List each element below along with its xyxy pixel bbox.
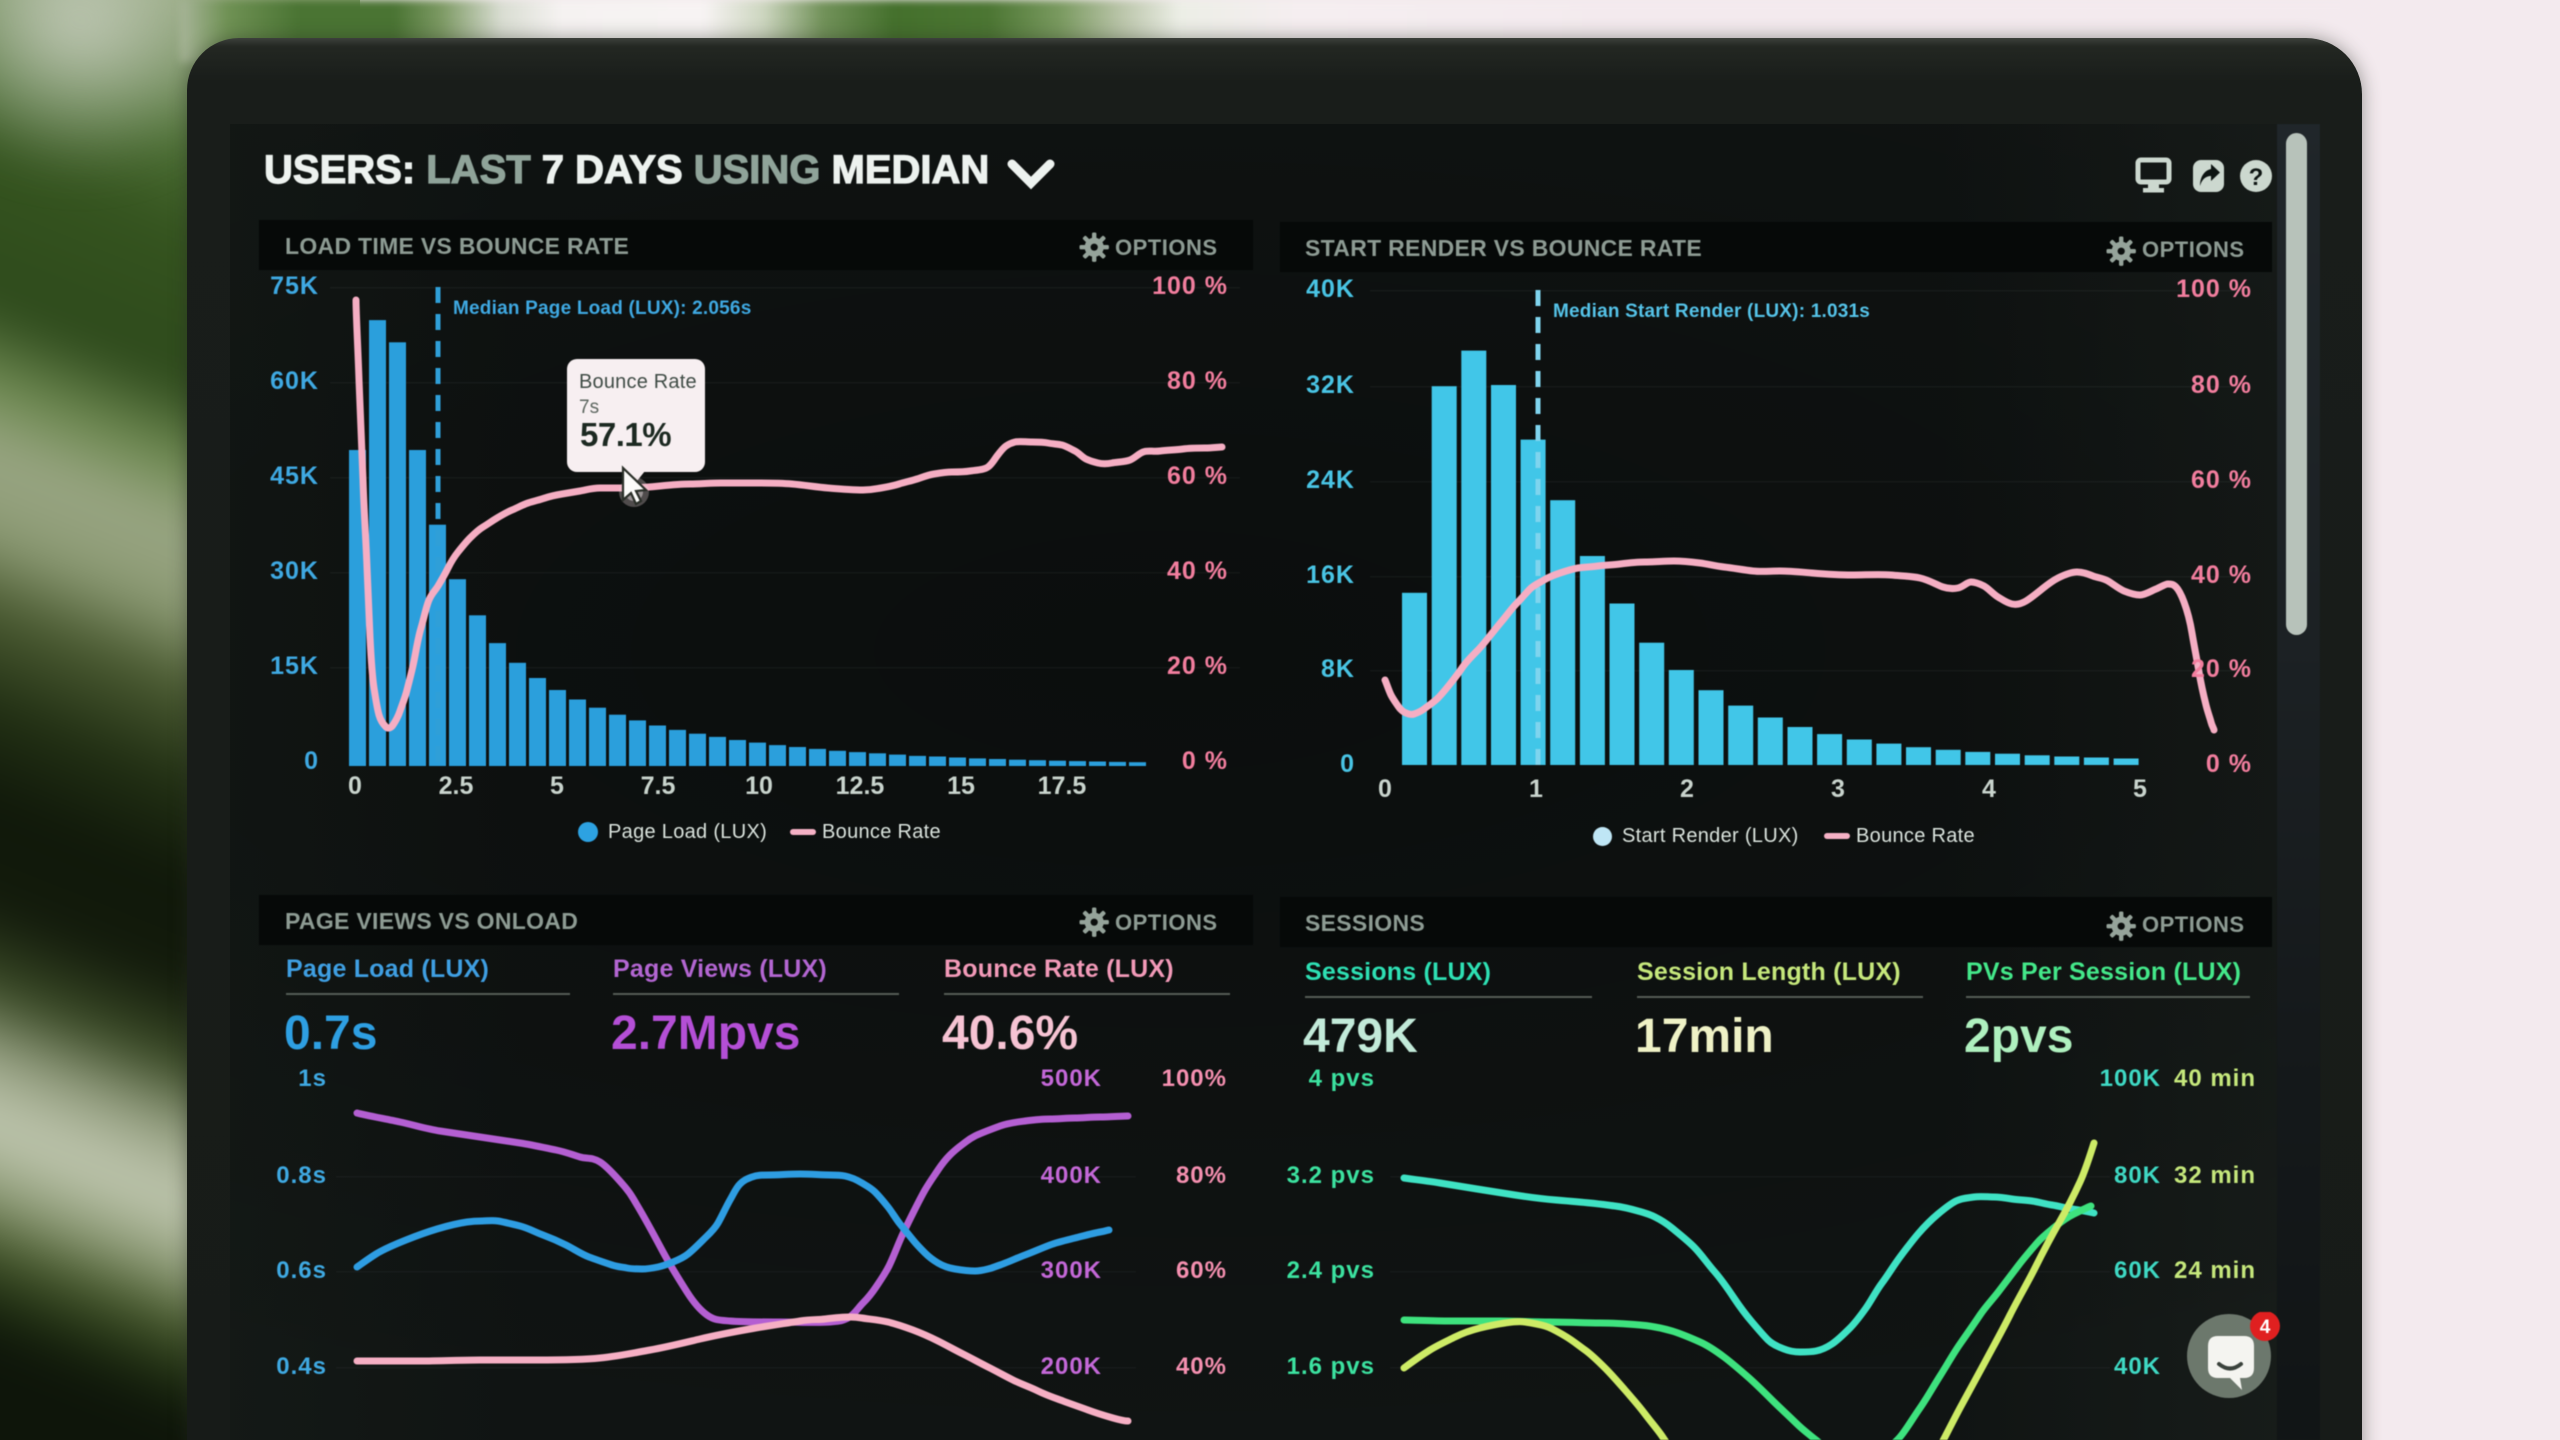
- svg-text:?: ?: [2249, 164, 2264, 191]
- svg-text:4: 4: [2260, 1317, 2271, 1338]
